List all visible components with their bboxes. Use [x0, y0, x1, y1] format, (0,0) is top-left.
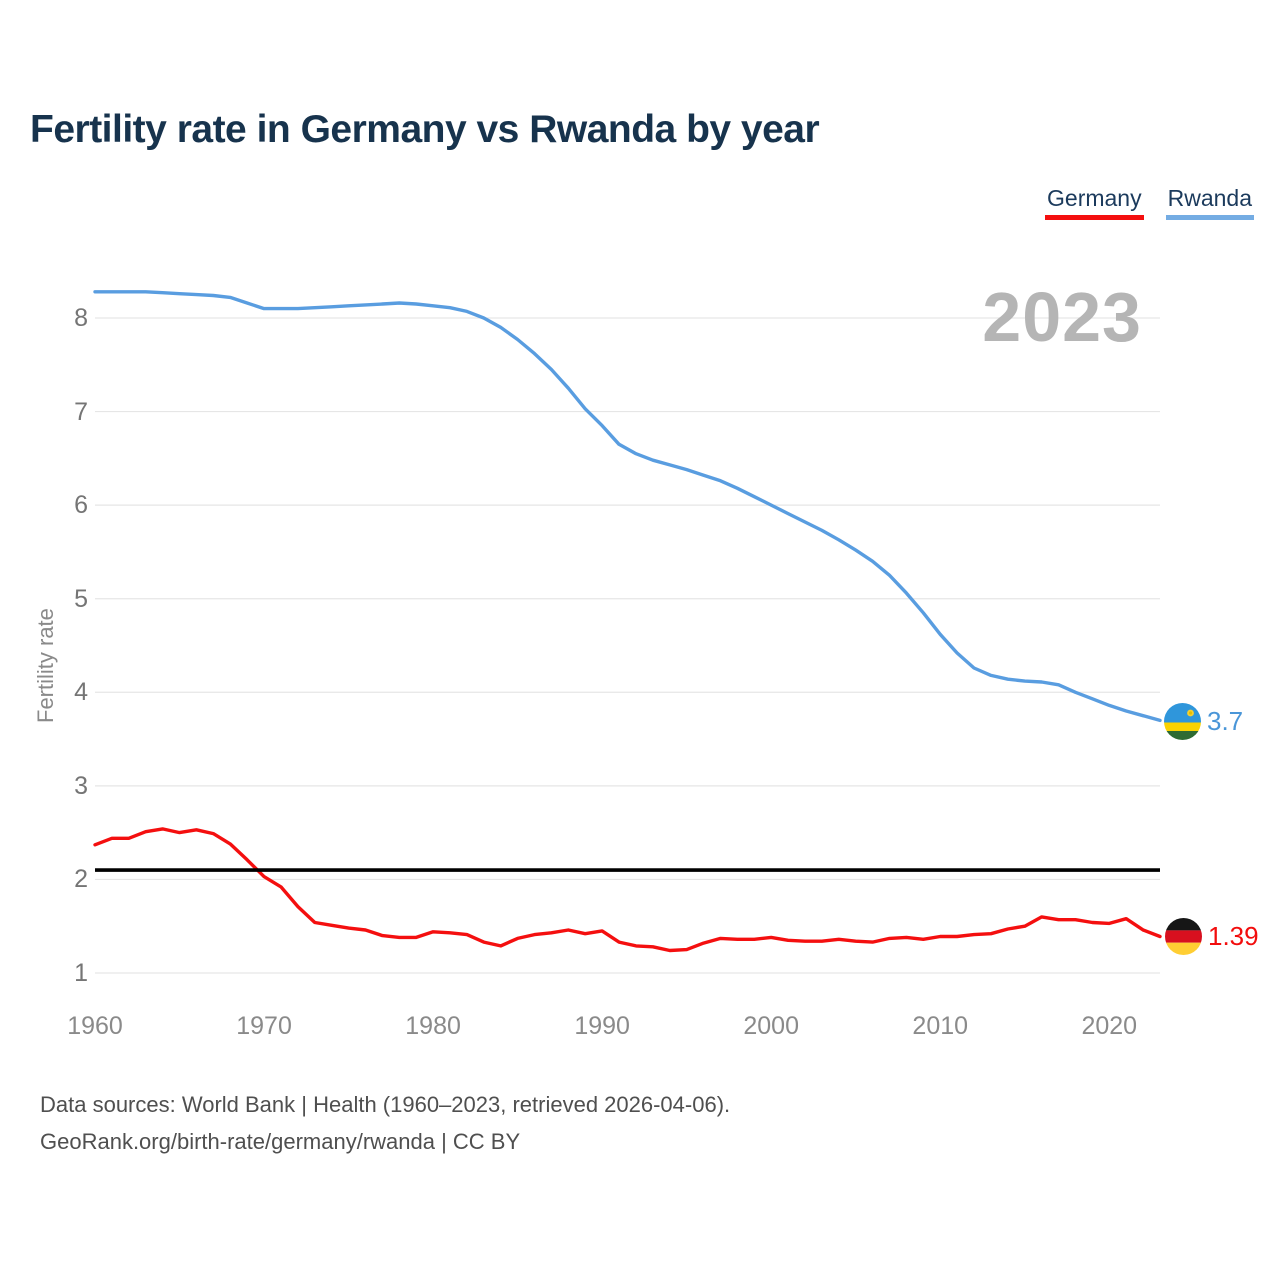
x-tick-label: 1990: [574, 1012, 630, 1040]
y-tick-label: 6: [74, 491, 88, 520]
germany-flag-icon: [1165, 918, 1202, 955]
rwanda-flag-icon: [1164, 703, 1201, 740]
x-tick-label: 1980: [405, 1012, 461, 1040]
page-title: Fertility rate in Germany vs Rwanda by y…: [30, 108, 820, 151]
x-tick-label: 2020: [1081, 1012, 1138, 1040]
footer-attribution-line: GeoRank.org/birth-rate/germany/rwanda | …: [40, 1129, 521, 1154]
legend: Germany Rwanda: [1045, 185, 1254, 220]
y-axis-title: Fertility rate: [33, 608, 58, 723]
y-tick-label: 1: [74, 959, 88, 987]
legend-label-germany: Germany: [1047, 185, 1142, 211]
legend-item-germany[interactable]: Germany: [1045, 185, 1144, 220]
end-label-germany: 1.39: [1165, 918, 1259, 955]
x-tick-label: 1970: [236, 1012, 292, 1040]
x-tick-label: 2000: [743, 1012, 799, 1040]
legend-item-rwanda[interactable]: Rwanda: [1165, 185, 1254, 220]
y-tick-label: 7: [74, 397, 88, 426]
end-label-rwanda: 3.7: [1164, 703, 1243, 740]
y-tick-label: 5: [74, 584, 88, 613]
x-axis-ticks: 1960 1970 1980 1990 2000 2010 2020: [0, 1012, 1280, 1046]
rwanda-end-value: 3.7: [1207, 706, 1244, 736]
latest-year-watermark: 2023: [982, 278, 1142, 356]
legend-label-rwanda: Rwanda: [1167, 185, 1252, 211]
x-tick-label: 2010: [912, 1012, 969, 1040]
legend-underline-rwanda: [1165, 215, 1254, 220]
y-tick-label: 4: [74, 678, 88, 707]
x-tick-label: 1960: [67, 1012, 123, 1040]
y-tick-label: 2: [74, 865, 88, 894]
y-tick-label: 8: [74, 304, 88, 332]
y-tick-label: 3: [74, 771, 88, 800]
germany-end-value: 1.39: [1208, 921, 1259, 951]
footer-sources-line: Data sources: World Bank | Health (1960–…: [40, 1092, 731, 1117]
footer: Data sources: World Bank | Health (1960–…: [40, 1086, 730, 1160]
legend-underline-germany: [1045, 215, 1144, 220]
